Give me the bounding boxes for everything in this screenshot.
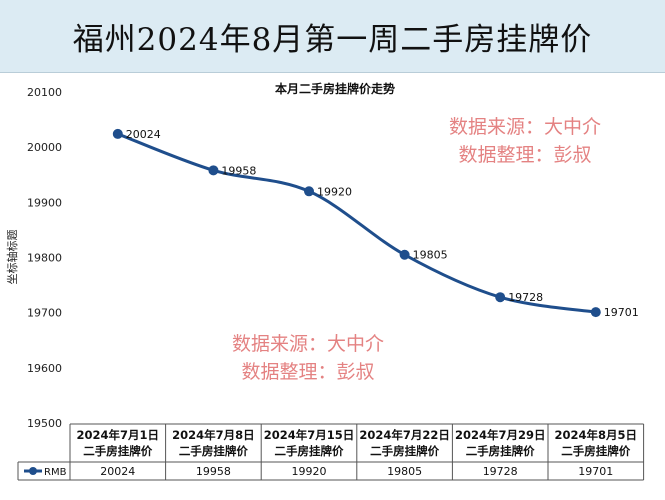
x-tick-label: 二手房挂牌价 (83, 444, 152, 458)
x-tick-label: 二手房挂牌价 (179, 444, 248, 458)
table-value: 19805 (387, 465, 422, 478)
chart-title: 本月二手房挂牌价走势 (275, 81, 395, 96)
table-value: 19920 (292, 465, 327, 478)
table-value: 20024 (100, 465, 135, 478)
data-point (208, 165, 219, 176)
table-value: 19728 (483, 465, 518, 478)
watermark-author: 数据整理：彭叔 (458, 144, 591, 166)
x-tick-label: 二手房挂牌价 (370, 444, 439, 458)
table-value: 19958 (196, 465, 231, 478)
y-tick-label: 20100 (27, 86, 62, 99)
x-tick-label: 2024年7月22日 (359, 428, 450, 442)
y-axis-title: 坐标轴标题 (5, 230, 19, 285)
table-value: 19701 (578, 465, 613, 478)
data-point (112, 128, 123, 139)
data-label: 19701 (604, 306, 639, 319)
data-label: 19920 (317, 185, 352, 198)
y-tick-label: 20000 (27, 141, 62, 154)
x-tick-label: 2024年8月5日 (555, 428, 638, 442)
y-tick-label: 19900 (27, 196, 62, 209)
watermarks: 数据来源：大中介 数据整理：彭叔 数据来源：大中介 数据整理：彭叔 (232, 116, 601, 383)
watermark-source: 数据来源：大中介 (449, 116, 601, 138)
y-tick-label: 19800 (27, 252, 62, 265)
page-title: 福州2024年8月第一周二手房挂牌价 (72, 21, 593, 58)
x-tick-label: 2024年7月1日 (77, 428, 160, 442)
data-label: 19958 (221, 164, 256, 177)
watermark-source: 数据来源：大中介 (232, 333, 384, 355)
x-tick-label: 2024年7月15日 (264, 428, 355, 442)
x-tick-label: 2024年7月29日 (455, 428, 546, 442)
data-labels: 20024 19958 19920 19805 19728 19701 (126, 128, 639, 319)
x-tick-label: 二手房挂牌价 (275, 444, 344, 458)
y-tick-labels: 19500 19600 19700 19800 19900 20000 20100 (27, 86, 62, 430)
x-tick-label: 二手房挂牌价 (561, 444, 630, 458)
legend-key-marker (29, 467, 37, 475)
data-points (112, 128, 601, 318)
data-point (399, 249, 410, 260)
data-point (495, 292, 506, 303)
x-tick-label: 二手房挂牌价 (466, 444, 535, 458)
y-tick-label: 19500 (27, 417, 62, 430)
title-banner: 福州2024年8月第一周二手房挂牌价 (0, 0, 665, 73)
y-tick-label: 19700 (27, 307, 62, 320)
data-table: 2024年7月1日二手房挂牌价200242024年7月8日二手房挂牌价19958… (17, 423, 645, 481)
data-label: 19805 (413, 249, 448, 262)
data-label: 19728 (508, 291, 543, 304)
watermark-author: 数据整理：彭叔 (241, 361, 374, 383)
y-tick-label: 19600 (27, 362, 62, 375)
legend-label: RMB (44, 467, 67, 478)
x-tick-label: 2024年7月8日 (172, 428, 255, 442)
data-point (304, 186, 314, 197)
data-label: 20024 (126, 128, 161, 141)
data-point (590, 307, 601, 318)
